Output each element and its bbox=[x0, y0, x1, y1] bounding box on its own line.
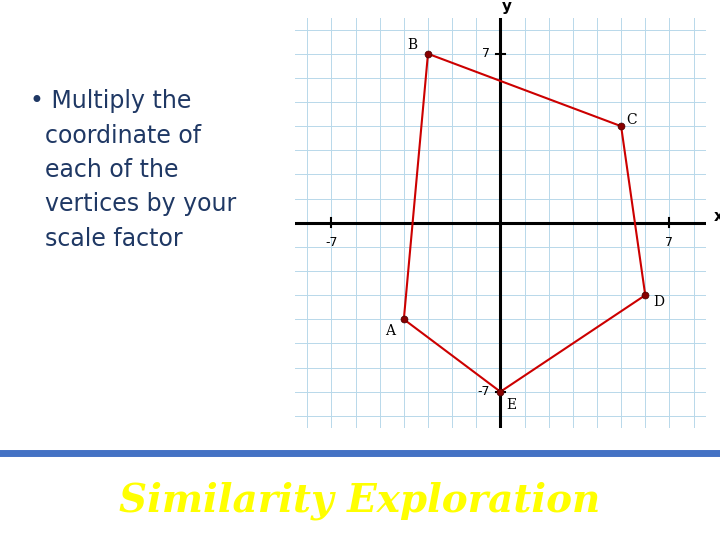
Text: D: D bbox=[653, 295, 664, 309]
Text: B: B bbox=[408, 38, 418, 52]
Text: y: y bbox=[502, 0, 512, 14]
Text: -7: -7 bbox=[477, 385, 490, 398]
Text: C: C bbox=[626, 113, 637, 127]
Text: x: x bbox=[714, 209, 720, 224]
Text: Similarity Exploration: Similarity Exploration bbox=[120, 481, 600, 519]
Text: E: E bbox=[506, 398, 516, 412]
Text: A: A bbox=[385, 325, 395, 339]
Text: 7: 7 bbox=[665, 236, 673, 249]
Text: 7: 7 bbox=[482, 48, 490, 60]
Text: -7: -7 bbox=[325, 236, 338, 249]
Text: • Multiply the
  coordinate of
  each of the
  vertices by your
  scale factor: • Multiply the coordinate of each of the… bbox=[30, 89, 236, 251]
